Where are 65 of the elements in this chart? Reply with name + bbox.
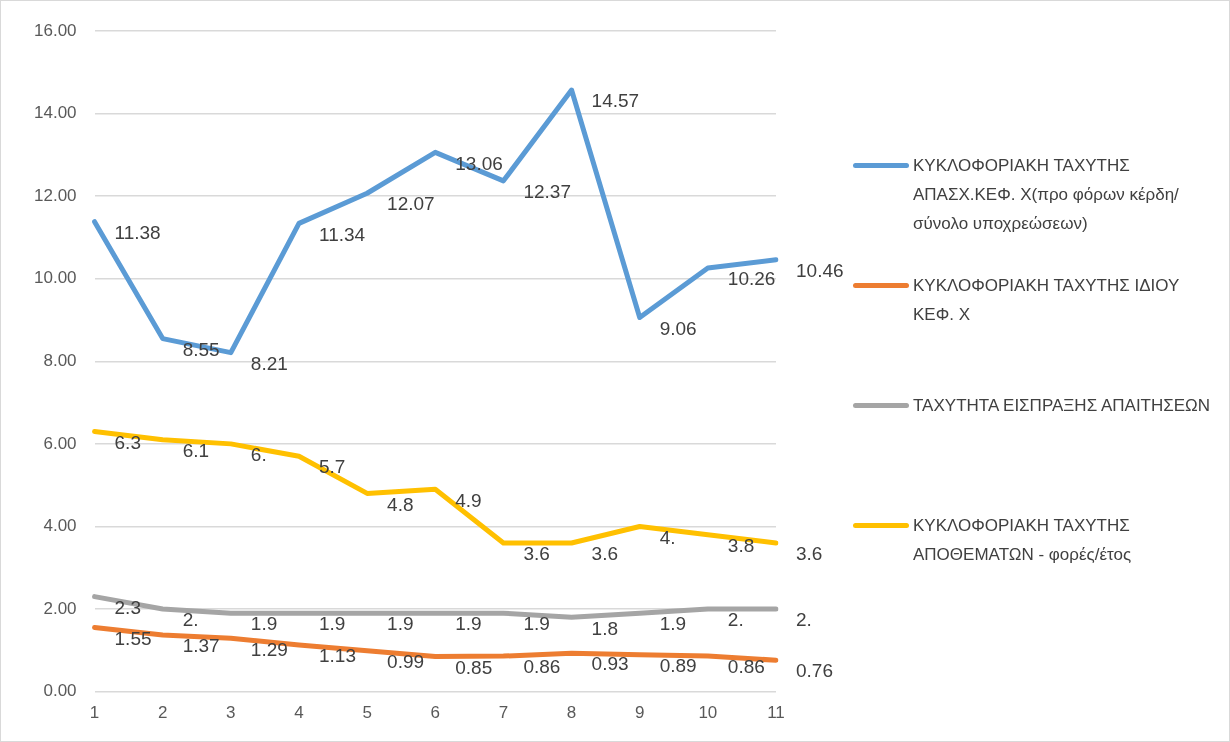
data-label: 8.21 [250, 352, 288, 374]
data-label: 1.8 [591, 617, 618, 639]
data-label: 1.9 [659, 613, 687, 635]
x-tick-label: 8 [566, 703, 577, 723]
data-label: 3.6 [796, 543, 823, 565]
data-label: 0.85 [455, 656, 493, 678]
data-label: 1.55 [114, 627, 152, 649]
data-label: 3.6 [523, 543, 550, 565]
data-label: 0.93 [591, 653, 629, 675]
data-label: 1.9 [250, 613, 278, 635]
legend-label: ΚΥΚΛΟΦΟΡΙΑΚΗ ΤΑΧΥΤΗΣ ΑΠΑΣΧ.ΚΕΦ. Χ(προ φόρων κέρδη/σύνολο υποχρεώσεων) [913, 155, 1180, 235]
data-label: 6.3 [114, 431, 141, 453]
data-label: 11.34 [318, 223, 366, 245]
data-label: 1.9 [318, 613, 346, 635]
data-label: 4. [659, 526, 676, 548]
x-tick-label: 11 [767, 703, 785, 723]
y-tick-label: 10.00 [33, 268, 77, 288]
data-label: 2. [796, 609, 812, 631]
data-label: 0.76 [796, 660, 833, 682]
data-label: 1.9 [455, 613, 482, 635]
x-tick-label: 1 [89, 703, 100, 723]
data-label: 12.37 [523, 181, 571, 203]
data-label: 4.9 [455, 489, 482, 511]
data-label: 3.8 [727, 534, 755, 556]
data-label: 2.3 [114, 596, 141, 618]
data-label: 0.89 [659, 655, 697, 677]
y-tick-label: 6.00 [43, 433, 77, 453]
x-tick-label: 4 [294, 703, 304, 723]
data-label: 14.57 [591, 90, 640, 112]
data-label: 2. [727, 609, 744, 631]
x-tick-label: 10 [698, 703, 718, 723]
y-tick-label: 16.00 [33, 20, 77, 40]
data-label: 6.1 [182, 439, 210, 461]
y-tick-label: 4.00 [43, 516, 77, 536]
data-label: 3.6 [591, 543, 618, 565]
legend-label: ΚΥΚΛΟΦΟΡΙΑΚΗ ΤΑΧΥΤΗΣ ΑΠΟΘΕΜΑΤΩΝ - φορές/έτος [913, 515, 1133, 566]
data-label: 0.99 [387, 650, 425, 672]
x-tick-label: 5 [362, 703, 372, 723]
y-tick-label: 8.00 [43, 350, 77, 370]
data-label: 4.8 [387, 493, 414, 515]
data-label: 11.38 [114, 221, 161, 243]
legend-label: ΚΥΚΛΟΦΟΡΙΑΚΗ ΤΑΧΥΤΗΣ ΙΔΙΟΥ ΚΕΦ. Χ [913, 275, 1180, 326]
data-label: 5.7 [318, 456, 346, 478]
data-label: 1.37 [182, 635, 220, 657]
data-label: 1.9 [387, 613, 414, 635]
y-tick-label: 14.00 [33, 103, 77, 123]
x-tick-label: 6 [430, 703, 441, 723]
x-tick-label: 9 [634, 703, 645, 723]
y-tick-label: 0.00 [43, 681, 77, 701]
y-tick-label: 2.00 [43, 598, 77, 618]
x-tick-label: 7 [498, 703, 509, 723]
data-label: 2. [182, 609, 199, 631]
data-label: 12.07 [387, 193, 435, 215]
data-label: 10.26 [727, 268, 776, 290]
data-label: 1.9 [523, 613, 550, 635]
data-label: 1.29 [250, 638, 288, 660]
data-label: 1.13 [318, 645, 356, 667]
data-label: 0.86 [523, 656, 561, 678]
data-label: 10.46 [796, 259, 844, 281]
x-tick-label: 3 [226, 703, 236, 723]
data-label: 0.86 [727, 656, 765, 678]
x-tick-label: 2 [157, 703, 168, 723]
data-label: 9.06 [659, 317, 697, 339]
y-tick-label: 12.00 [33, 185, 77, 205]
legend-label: ΤΑΧΥΤΗΤΑ ΕΙΣΠΡΑΞΗΣ ΑΠΑΙΤΗΣΕΩΝ [913, 395, 1211, 417]
